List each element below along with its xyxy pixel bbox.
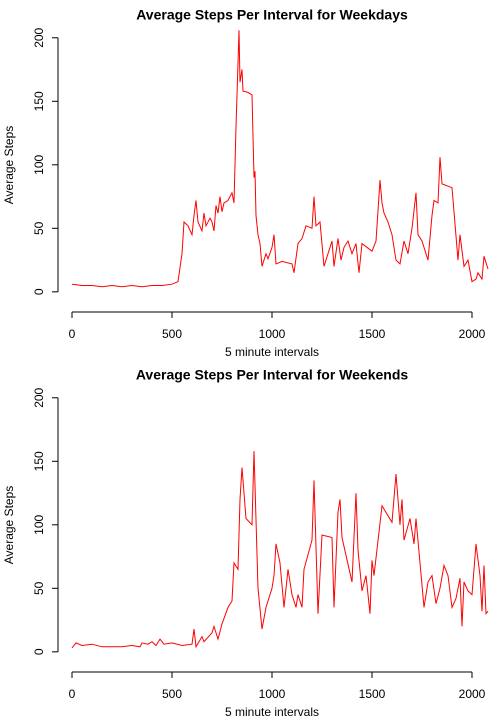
x-tick-label: 0 bbox=[69, 327, 76, 341]
x-tick-label: 2000 bbox=[459, 687, 486, 701]
x-axis-label: 5 minute intervals bbox=[225, 345, 319, 359]
x-tick-label: 0 bbox=[69, 687, 76, 701]
x-tick-label: 1000 bbox=[259, 687, 286, 701]
chart-title: Average Steps Per Interval for Weekdays bbox=[136, 7, 408, 23]
x-tick-label: 1000 bbox=[259, 327, 286, 341]
data-line bbox=[71, 30, 489, 288]
y-tick-label: 150 bbox=[32, 451, 46, 471]
y-tick-label: 0 bbox=[32, 648, 46, 655]
y-tick-label: 100 bbox=[32, 154, 46, 174]
data-line bbox=[71, 451, 489, 649]
y-tick-label: 50 bbox=[32, 221, 46, 235]
x-tick-label: 1500 bbox=[359, 687, 386, 701]
y-tick-label: 200 bbox=[32, 387, 46, 407]
x-tick-label: 1500 bbox=[359, 327, 386, 341]
x-tick-label: 500 bbox=[162, 327, 182, 341]
y-tick-label: 50 bbox=[32, 581, 46, 595]
y-tick-label: 150 bbox=[32, 91, 46, 111]
y-axis-label: Average Steps bbox=[2, 486, 16, 565]
y-axis-label: Average Steps bbox=[2, 126, 16, 205]
y-tick-label: 0 bbox=[32, 288, 46, 295]
x-axis-label: 5 minute intervals bbox=[225, 705, 319, 719]
x-tick-label: 500 bbox=[162, 687, 182, 701]
x-tick-label: 2000 bbox=[459, 327, 486, 341]
y-tick-label: 200 bbox=[32, 27, 46, 47]
chart-title: Average Steps Per Interval for Weekends bbox=[136, 367, 409, 383]
y-tick-label: 100 bbox=[32, 514, 46, 534]
